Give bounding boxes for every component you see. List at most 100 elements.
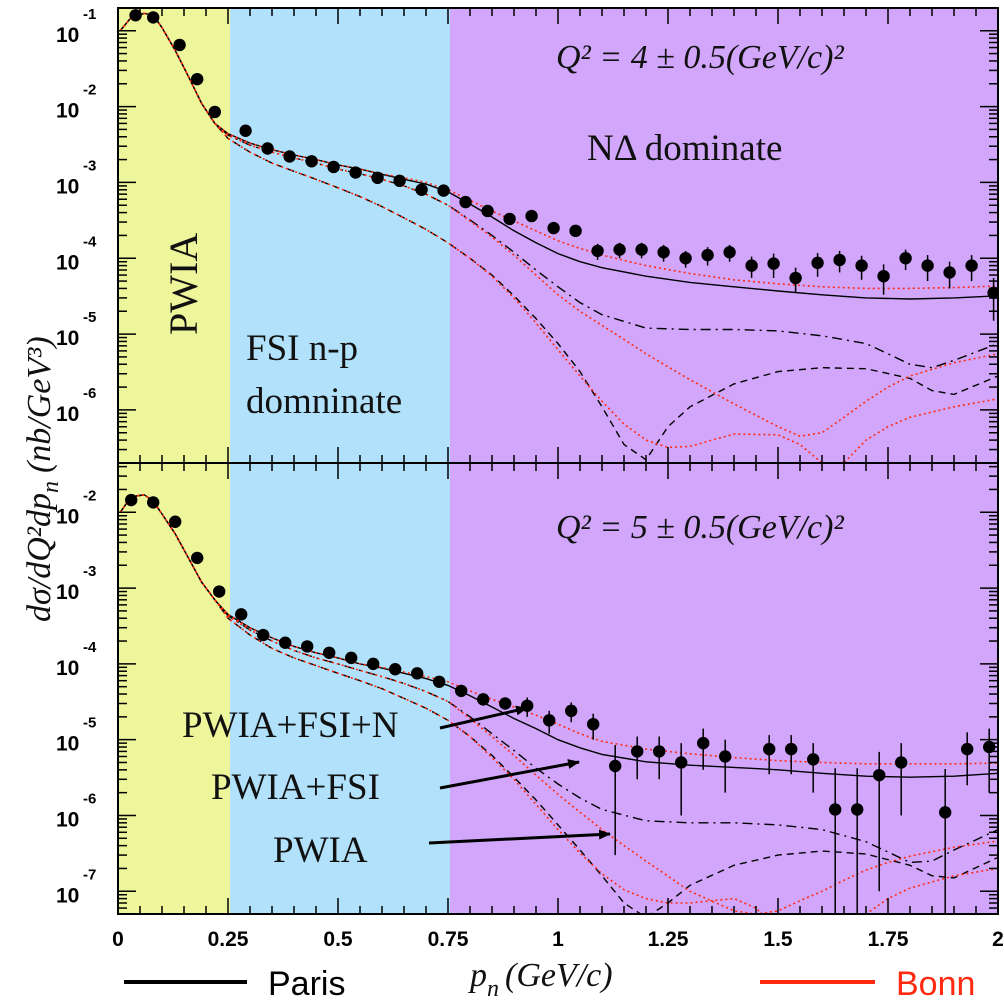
bottom-y-tick-exponent: -7 <box>83 866 96 883</box>
top-data-point <box>657 246 670 259</box>
bottom-data-point <box>323 646 336 659</box>
x-tick-label: 0.5 <box>323 928 353 951</box>
top-data-point <box>811 256 824 270</box>
bottom-data-point <box>653 745 666 758</box>
top-data-point <box>437 184 450 197</box>
top-y-tick-exponent: -3 <box>83 157 96 174</box>
top-data-point <box>745 259 758 272</box>
bottom-data-point <box>147 496 160 509</box>
bottom-data-point <box>829 803 842 816</box>
annotation-pwia-fsi: PWIA+FSI <box>211 767 380 808</box>
top-y-tick-exponent: -6 <box>83 385 96 402</box>
legend-paris-label: Paris <box>268 965 345 1003</box>
top-data-point <box>591 244 604 258</box>
bottom-data-point <box>543 714 556 727</box>
bottom-data-point <box>279 636 292 649</box>
top-data-point <box>173 38 186 52</box>
bottom-data-point <box>499 697 512 710</box>
top-data-point <box>701 248 714 262</box>
bottom-data-point <box>477 693 490 706</box>
x-tick-label: 0.75 <box>428 928 469 951</box>
bottom-y-tick-label: 10 <box>56 505 79 528</box>
top-data-point <box>129 9 142 22</box>
top-y-tick-label: 10 <box>56 403 79 426</box>
top-y-tick-label: 10 <box>56 327 79 350</box>
top-data-point <box>855 259 868 272</box>
bottom-data-point <box>785 742 798 756</box>
top-data-point <box>525 209 538 223</box>
bottom-data-point <box>961 742 974 756</box>
region-label-fsi-line1: FSI n-p <box>246 328 358 369</box>
bottom-data-point <box>301 640 314 653</box>
top-panel-points <box>129 9 998 321</box>
top-data-point <box>943 266 956 279</box>
bottom-data-point <box>719 750 732 763</box>
bottom-data-point <box>367 657 380 671</box>
top-data-point <box>459 195 472 209</box>
top-data-point <box>569 224 582 238</box>
x-axis-title-sub: n <box>487 976 499 1002</box>
bottom-data-point <box>235 608 248 621</box>
fsi-region <box>230 8 450 914</box>
top-data-point <box>147 11 160 24</box>
region-label-ndelta: NΔ dominate <box>587 128 782 169</box>
bottom-data-point <box>433 675 446 688</box>
top-y-tick-exponent: -1 <box>83 6 96 23</box>
bottom-data-point <box>631 745 644 758</box>
top-data-point <box>393 174 406 188</box>
bottom-data-point <box>455 684 468 698</box>
arrow-pwia <box>428 829 611 845</box>
top-data-point <box>547 221 560 235</box>
annotation-pwia: PWIA <box>273 830 368 871</box>
axis-ticks: 10-110-210-310-410-510-60 0.25 0.5 0.75 1 1.2… <box>56 6 1004 951</box>
top-data-point <box>261 142 274 155</box>
bottom-data-point <box>763 742 776 756</box>
arrow-pwia-fsi-n <box>439 705 528 730</box>
bottom-data-point <box>169 515 182 528</box>
bottom-panel-points <box>125 493 996 914</box>
region-label-fsi-line2: domninate <box>246 381 402 422</box>
top-y-tick-label: 10 <box>56 251 79 274</box>
top-data-point <box>679 252 692 265</box>
top-data-point <box>191 72 204 86</box>
bottom-data-point <box>895 756 908 769</box>
x-axis-title-main: p <box>468 957 487 994</box>
bottom-y-tick-exponent: -5 <box>83 715 96 732</box>
top-y-tick-exponent: -5 <box>83 309 96 326</box>
top-data-point <box>503 212 516 226</box>
bottom-data-point <box>873 768 886 782</box>
bottom-data-point <box>675 756 688 769</box>
bottom-q2-label: Q² = 5 ± 0.5(GeV/c)² <box>556 509 844 546</box>
top-data-point <box>481 204 494 218</box>
y-axis-title-units: (nb/GeV³) <box>21 336 58 473</box>
bottom-data-point <box>807 753 820 766</box>
bottom-y-tick-label: 10 <box>56 581 79 604</box>
top-data-point <box>789 271 802 285</box>
bottom-y-tick-label: 10 <box>56 733 79 756</box>
y-axis-title: dσ/dQ²dpn (nb/GeV³) <box>21 336 64 622</box>
top-data-point <box>767 257 780 270</box>
x-axis-title: pn (GeV/c) <box>468 957 613 1002</box>
bottom-data-point <box>125 493 138 507</box>
top-data-point <box>899 252 912 265</box>
legend: Paris Bonn <box>124 965 975 1003</box>
bottom-data-point <box>939 806 952 819</box>
bottom-data-point <box>697 736 710 750</box>
y-axis-title-sub: n <box>38 481 64 493</box>
top-data-point <box>208 105 221 119</box>
top-data-point <box>613 243 626 256</box>
top-data-point <box>723 246 736 259</box>
top-data-point <box>921 259 934 272</box>
top-data-point <box>349 166 362 179</box>
top-y-tick-label: 10 <box>56 100 79 123</box>
bottom-data-point <box>257 628 270 642</box>
top-data-point <box>987 286 998 300</box>
top-y-tick-label: 10 <box>56 24 79 47</box>
region-label-pwia: PWIA <box>161 233 206 335</box>
bottom-y-tick-label: 10 <box>56 884 79 907</box>
bottom-curve-bonn-pwia-fsi <box>119 493 998 914</box>
bottom-data-point <box>565 704 578 718</box>
top-data-point <box>371 171 384 185</box>
top-data-point <box>635 243 648 256</box>
